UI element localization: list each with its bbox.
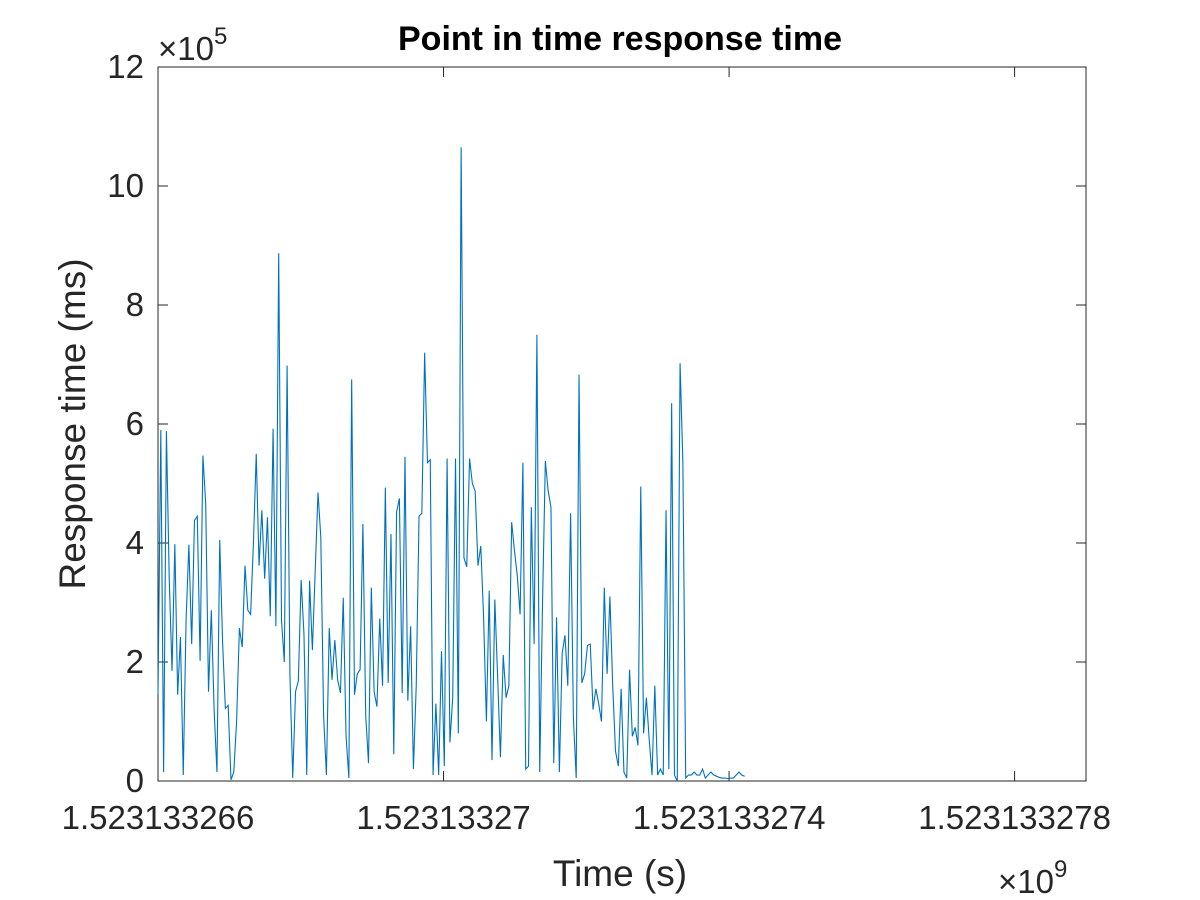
x-multiplier-base: ×10 [998, 863, 1054, 900]
y-tick-label: 12 [107, 48, 144, 85]
y-tick-label: 2 [126, 643, 144, 680]
y-multiplier-base: ×10 [158, 30, 214, 67]
x-tick-label: 1.52313327 [356, 799, 530, 836]
y-tick-label: 0 [126, 762, 144, 799]
y-tick-label: 8 [126, 286, 144, 323]
series-line-0 [157, 147, 745, 782]
x-tick-label: 1.523133274 [633, 799, 826, 836]
y-axis-multiplier: ×105 [158, 23, 227, 67]
plot-area [157, 66, 1087, 782]
y-axis-label: Response time (ms) [52, 258, 93, 589]
chart-title: Point in time response time [398, 20, 842, 58]
y-tick-label: 4 [126, 524, 144, 561]
y-tick-label: 6 [126, 405, 144, 442]
x-axis-ticks: 1.523133266 1.52313327 1.523133274 1.523133… [62, 67, 1111, 836]
series-group [157, 147, 745, 782]
x-axis-label: Time (s) [553, 853, 687, 894]
x-tick-label: 1.523133278 [918, 799, 1111, 836]
y-multiplier-power: 5 [214, 23, 227, 50]
y-tick-label: 10 [107, 167, 144, 204]
plot-frame [157, 66, 1087, 782]
x-tick-label: 1.523133266 [62, 799, 255, 836]
x-multiplier-power: 9 [1054, 856, 1067, 883]
y-axis-ticks: 0 2 4 6 8 10 12 [107, 48, 1086, 799]
x-axis-multiplier: ×109 [998, 856, 1067, 900]
